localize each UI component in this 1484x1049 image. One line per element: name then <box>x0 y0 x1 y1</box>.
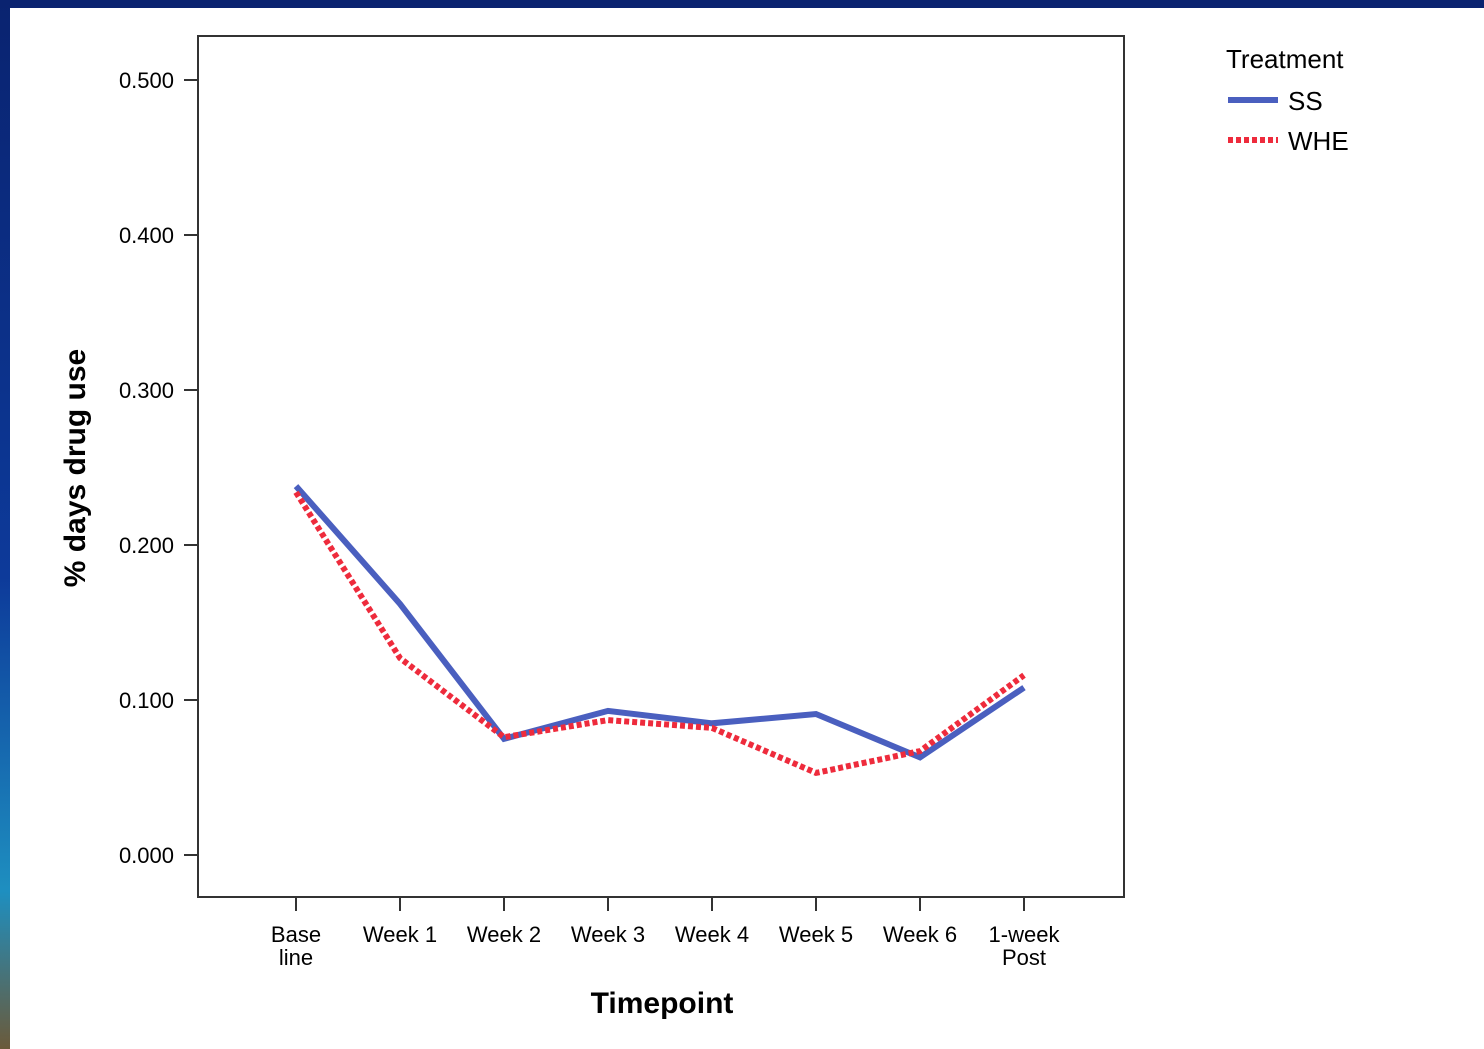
y-tick-label: 0.000 <box>119 843 174 868</box>
x-tick-label: 1-week Post <box>989 922 1061 970</box>
x-tick-label: Week 6 <box>883 922 957 947</box>
legend-label-whe: WHE <box>1288 126 1349 156</box>
x-tick-label: Week 4 <box>675 922 749 947</box>
y-tick-label: 0.500 <box>119 68 174 93</box>
y-tick-label: 0.400 <box>119 223 174 248</box>
y-tick-label: 0.200 <box>119 533 174 558</box>
series-line-whe <box>293 490 1026 777</box>
plot-area-frame <box>197 35 1125 898</box>
x-tick-label: Week 2 <box>467 922 541 947</box>
chart-panel <box>10 8 1484 1049</box>
legend-title: Treatment <box>1226 44 1344 74</box>
x-tick-label: Week 1 <box>363 922 437 947</box>
x-tick-label: Base line <box>271 922 321 970</box>
x-tick-label: Week 3 <box>571 922 645 947</box>
series-line-ss <box>293 484 1026 761</box>
y-tick-label: 0.300 <box>119 378 174 403</box>
y-axis-title: % days drug use <box>59 349 92 587</box>
legend-label-ss: SS <box>1288 86 1323 116</box>
x-axis-title: Timepoint <box>591 987 734 1020</box>
y-tick-label: 0.100 <box>119 688 174 713</box>
x-tick-label: Week 5 <box>779 922 853 947</box>
